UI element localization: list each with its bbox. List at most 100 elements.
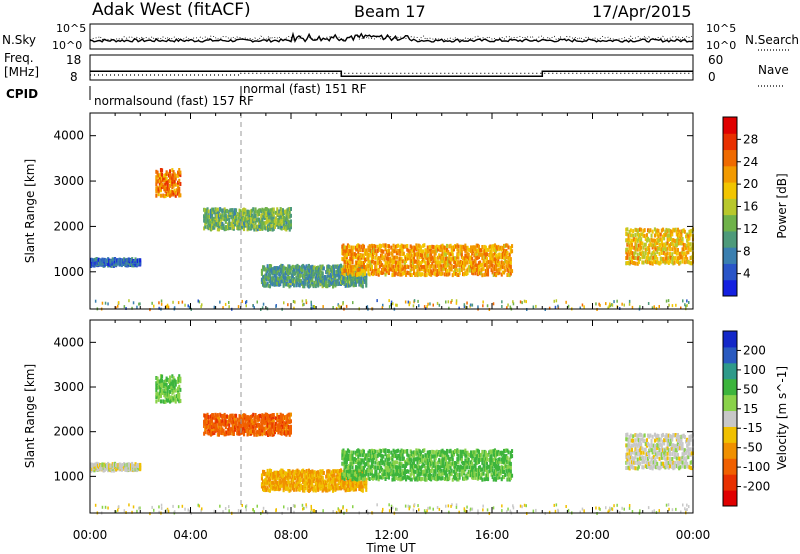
velocity-echo-cell — [330, 472, 333, 477]
power-echo-cell — [270, 223, 273, 228]
power-echo-cell — [281, 264, 284, 268]
power-echo-cell — [627, 241, 630, 245]
power-echo-cell — [309, 283, 312, 288]
power-echo-cell — [369, 244, 372, 249]
power-echo-cell — [356, 247, 359, 252]
power-echo-cell — [625, 261, 628, 266]
velocity-echo-cell — [403, 465, 406, 470]
power-echo-cell — [380, 270, 383, 275]
power-echo-cell — [660, 228, 663, 233]
power-echo-cell — [98, 257, 101, 262]
velocity-echo-cell — [212, 431, 215, 436]
velocity-echo-cell — [245, 427, 248, 432]
power-echo-cell — [296, 273, 299, 278]
power-echo-cell — [178, 172, 181, 177]
velocity-echo-cell — [122, 463, 125, 467]
velocity-echo-cell — [169, 396, 172, 401]
velocity-echo-cell — [417, 464, 420, 469]
velocity-echo-cell — [303, 470, 306, 474]
power-echo-cell — [665, 241, 668, 246]
power-echo-cell — [659, 243, 662, 247]
velocity-echo-cell — [332, 485, 335, 490]
velocity-echo-cell — [427, 454, 430, 459]
power-echo-cell — [341, 279, 344, 284]
velocity-echo-cell — [387, 462, 390, 467]
velocity-echo-cell — [139, 463, 142, 468]
power-echo-cell — [668, 252, 671, 256]
velocity-echo-cell — [394, 460, 397, 465]
power-echo-cell — [221, 208, 224, 213]
velocity-echo-cell — [325, 481, 328, 485]
power-echo-cell — [636, 261, 639, 266]
power-echo-cell — [449, 261, 452, 266]
power-echo-cell — [498, 268, 501, 272]
power-echo-cell — [130, 261, 133, 266]
velocity-echo-cell — [302, 468, 305, 473]
power-echo-cell — [405, 256, 408, 261]
power-echo-cell — [214, 222, 217, 227]
velocity-echo-cell — [289, 412, 292, 417]
power-echo-cell — [402, 244, 405, 249]
power-echo-cell — [662, 234, 665, 239]
velocity-echo-cell — [305, 469, 308, 473]
power-echo-cell — [659, 260, 662, 265]
velocity-echo-cell — [167, 385, 170, 390]
power-echo-cell — [460, 268, 463, 272]
velocity-echo-cell — [285, 414, 288, 419]
power-echo-cell — [276, 266, 279, 271]
velocity-echo-cell — [265, 481, 268, 486]
power-echo-cell — [246, 219, 249, 224]
velocity-echo-cell — [133, 464, 136, 469]
power-echo-cell — [352, 252, 355, 257]
velocity-echo-cell — [276, 423, 279, 428]
power-echo-cell — [95, 260, 98, 265]
velocity-echo-cell — [221, 431, 224, 436]
power-echo-cell — [632, 254, 635, 259]
velocity-echo-cell — [215, 414, 218, 419]
power-echo-cell — [288, 223, 291, 228]
power-echo-cell — [268, 264, 271, 268]
power-echo-cell — [680, 233, 683, 238]
velocity-echo-cell — [164, 387, 167, 392]
velocity-echo-cell — [353, 486, 356, 491]
velocity-echo-cell — [341, 483, 344, 488]
power-echo-cell — [319, 278, 322, 283]
power-echo-cell — [157, 173, 160, 178]
power-echo-cell — [364, 280, 367, 284]
power-echo-cell — [487, 260, 490, 265]
power-echo-cell — [452, 245, 455, 250]
velocity-echo-cell — [377, 460, 380, 465]
power-echo-cell — [171, 189, 174, 194]
power-echo-cell — [401, 244, 404, 249]
power-echo-cell — [373, 271, 376, 276]
power-echo-cell — [390, 266, 393, 271]
power-echo-cell — [679, 255, 682, 260]
velocity-echo-cell — [352, 469, 355, 474]
power-echo-cell — [216, 213, 219, 218]
power-echo-cell — [673, 228, 676, 233]
power-echo-cell — [651, 261, 654, 266]
power-echo-cell — [455, 266, 458, 271]
power-echo-cell — [397, 272, 400, 277]
power-echo-cell — [471, 249, 474, 254]
power-echo-cell — [301, 264, 304, 269]
velocity-echo-cell — [263, 430, 266, 435]
power-echo-cell — [660, 247, 663, 252]
power-echo-cell — [394, 260, 397, 265]
velocity-echo-cell — [251, 418, 254, 423]
power-echo-cell — [439, 255, 442, 260]
power-echo-cell — [407, 271, 410, 275]
velocity-echo-cell — [221, 419, 224, 424]
power-echo-cell — [413, 271, 416, 276]
power-echo-cell — [257, 208, 260, 213]
power-echo-cell — [400, 243, 403, 248]
power-echo-cell — [178, 168, 181, 172]
velocity-echo-cell — [319, 480, 322, 485]
velocity-echo-cell — [376, 475, 379, 480]
power-echo-cell — [360, 271, 363, 276]
velocity-echo-cell — [314, 475, 317, 479]
velocity-echo-cell — [94, 466, 97, 471]
power-echo-cell — [681, 250, 684, 255]
velocity-echo-cell — [444, 450, 447, 455]
power-echo-cell — [639, 227, 642, 232]
